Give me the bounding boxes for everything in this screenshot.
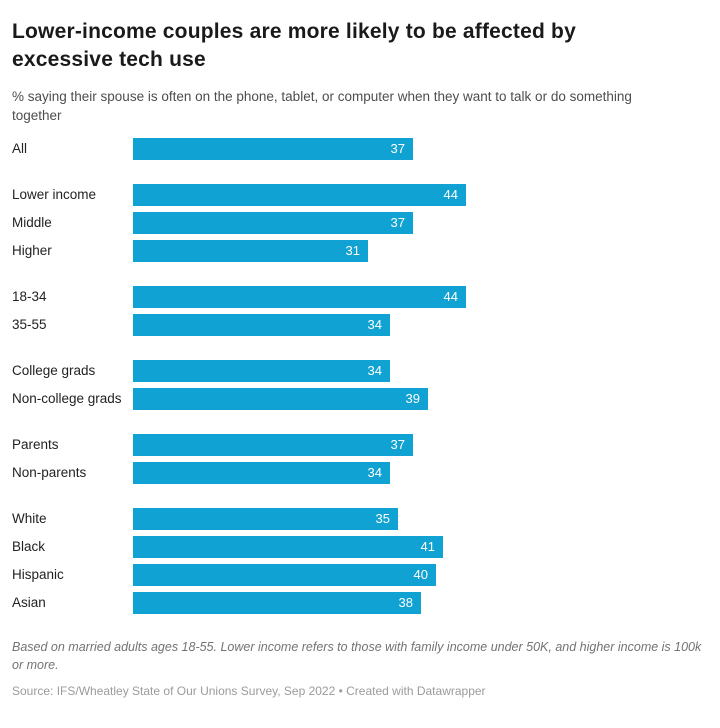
bar-value-label: 41 (420, 539, 435, 554)
bar-track: 34 (133, 360, 706, 382)
bar-track: 40 (133, 564, 706, 586)
chart-source-line: Source: IFS/Wheatley State of Our Unions… (12, 684, 486, 698)
bar-row: 35-55 34 (12, 314, 706, 336)
bar-row-label: Non-parents (12, 465, 87, 480)
bar: 34 (133, 360, 390, 382)
bar-value-label: 34 (367, 363, 382, 378)
chart-subtitle: % saying their spouse is often on the ph… (12, 89, 632, 123)
bar-row: College grads 34 (12, 360, 706, 382)
bar-row-label: Hispanic (12, 567, 64, 582)
bar-group-all: All 37 (12, 138, 706, 160)
bar-row: Lower income 44 (12, 184, 706, 206)
bar-row: Black 41 (12, 536, 706, 558)
bar-value-label: 44 (443, 289, 458, 304)
bar-track: 34 (133, 462, 706, 484)
bar-group-parenthood: Parents 37 Non-parents 34 (12, 434, 706, 484)
bar-row-label: 18-34 (12, 289, 47, 304)
bar-track: 44 (133, 286, 706, 308)
bar: 39 (133, 388, 428, 410)
bar-row: Non-parents 34 (12, 462, 706, 484)
bar: 34 (133, 314, 390, 336)
bar-row-label: Parents (12, 437, 59, 452)
bar: 40 (133, 564, 436, 586)
bar-row: 18-34 44 (12, 286, 706, 308)
bar-row: Parents 37 (12, 434, 706, 456)
bar-row: Non-college grads 39 (12, 388, 706, 410)
bar: 41 (133, 536, 443, 558)
bar: 31 (133, 240, 368, 262)
bar-group-race: White 35 Black 41 Hispanic 40 Asian 38 (12, 508, 706, 614)
bar-value-label: 34 (367, 465, 382, 480)
bar-track: 31 (133, 240, 706, 262)
bar-track: 35 (133, 508, 706, 530)
bar-value-label: 40 (413, 567, 428, 582)
bar-track: 37 (133, 138, 706, 160)
bar-track: 41 (133, 536, 706, 558)
bar: 34 (133, 462, 390, 484)
bar-row: White 35 (12, 508, 706, 530)
chart-title: Lower-income couples are more likely to … (12, 20, 576, 71)
bar-chart: All 37 Lower income 44 Middle 37 Higher 31 18-34… (12, 138, 706, 614)
bar-value-label: 37 (390, 141, 405, 156)
bar-row-label: Higher (12, 243, 52, 258)
bar: 38 (133, 592, 421, 614)
bar: 44 (133, 184, 466, 206)
bar-row-label: White (12, 511, 47, 526)
bar-value-label: 35 (375, 511, 390, 526)
bar-value-label: 34 (367, 317, 382, 332)
bar-row: Middle 37 (12, 212, 706, 234)
bar-value-label: 38 (398, 595, 413, 610)
bar-row-label: Lower income (12, 187, 97, 202)
bar-group-education: College grads 34 Non-college grads 39 (12, 360, 706, 410)
chart-footnote: Based on married adults ages 18-55. Lowe… (12, 640, 702, 672)
bar: 37 (133, 212, 413, 234)
bar-row: Asian 38 (12, 592, 706, 614)
bar-row-label: Asian (12, 595, 46, 610)
bar-row: All 37 (12, 138, 706, 160)
bar-track: 39 (133, 388, 706, 410)
bar-track: 38 (133, 592, 706, 614)
bar-track: 37 (133, 434, 706, 456)
bar-group-income: Lower income 44 Middle 37 Higher 31 (12, 184, 706, 262)
bar-row-label: 35-55 (12, 317, 47, 332)
bar-value-label: 39 (405, 391, 420, 406)
bar-row: Hispanic 40 (12, 564, 706, 586)
bar: 44 (133, 286, 466, 308)
bar-value-label: 44 (443, 187, 458, 202)
bar-row: Higher 31 (12, 240, 706, 262)
bar: 37 (133, 138, 413, 160)
bar-track: 44 (133, 184, 706, 206)
bar-row-label: Middle (12, 215, 52, 230)
bar-value-label: 37 (390, 437, 405, 452)
bar-track: 37 (133, 212, 706, 234)
bar-row-label: College grads (12, 363, 96, 378)
bar-value-label: 37 (390, 215, 405, 230)
bar: 35 (133, 508, 398, 530)
bar-track: 34 (133, 314, 706, 336)
bar-value-label: 31 (345, 243, 360, 258)
bar-row-label: Black (12, 539, 46, 554)
bar: 37 (133, 434, 413, 456)
bar-group-age: 18-34 44 35-55 34 (12, 286, 706, 336)
bar-row-label: All (12, 141, 28, 156)
bar-row-label: Non-college grads (12, 391, 122, 406)
